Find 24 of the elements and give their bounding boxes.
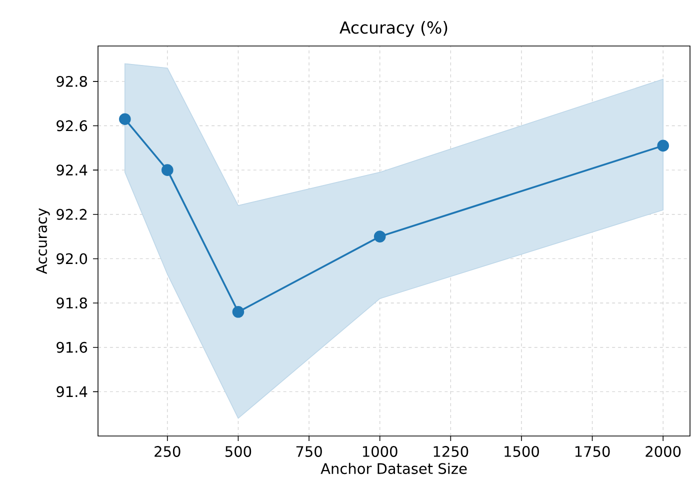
x-tick-label: 750: [296, 446, 322, 457]
point: [162, 164, 174, 176]
y-axis-title: Accuracy: [36, 208, 50, 274]
x-tick-label: 500: [226, 446, 252, 457]
y-tick-label: 92.4: [56, 164, 88, 176]
x-axis-title: Anchor Dataset Size: [320, 462, 467, 474]
y-tick-label: 92.8: [56, 76, 87, 87]
point: [232, 306, 244, 318]
x-tick-label: 2000: [646, 446, 681, 457]
y-tick-label: 91.8: [56, 298, 87, 309]
chart-title: Accuracy (%): [340, 21, 448, 37]
y-tick-label: 92.0: [56, 253, 88, 264]
x-tick-label: 1250: [434, 446, 468, 457]
y-tick-label: 91.6: [56, 342, 88, 353]
point: [657, 140, 669, 152]
x-tick-label: 1500: [504, 446, 539, 457]
y-tick-label: 92.2: [56, 208, 87, 220]
y-tick-label: 92.6: [56, 120, 88, 132]
x-tick-label: 250: [154, 446, 180, 457]
y-tick-label: 91.4: [56, 386, 88, 398]
point: [374, 230, 386, 242]
point: [119, 113, 131, 126]
x-tick-label: 1750: [575, 446, 610, 457]
x-tick-label: 1000: [362, 446, 398, 457]
